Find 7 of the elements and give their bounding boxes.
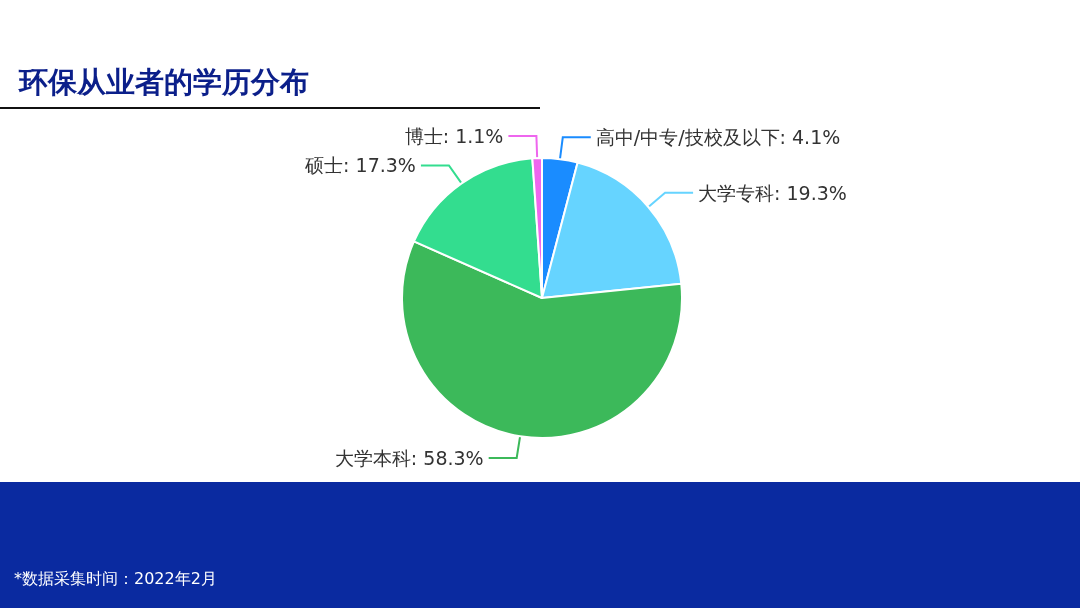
slice-label: 大学专科: 19.3%: [698, 181, 847, 204]
slice-label: 高中/中专/技校及以下: 4.1%: [595, 126, 841, 149]
slice-label: 大学本科: 58.3%: [334, 447, 484, 470]
slice-label: 硕士: 17.3%: [304, 154, 416, 177]
text: *数据采集时间：2022年2月: [14, 568, 217, 588]
slice-label: 博士: 1.1%: [404, 125, 504, 148]
chart-title: 环保从业者的学历分布: [18, 64, 309, 99]
